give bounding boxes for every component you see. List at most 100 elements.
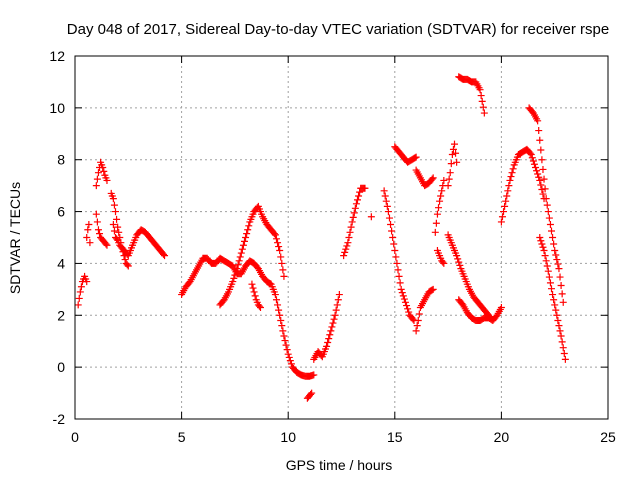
data-point xyxy=(550,240,558,248)
data-point xyxy=(479,103,487,111)
y-tick-label: 4 xyxy=(57,255,65,271)
data-point xyxy=(505,182,513,190)
data-point xyxy=(541,252,549,260)
data-point xyxy=(100,167,108,175)
x-tick-label: 20 xyxy=(494,429,510,445)
data-point xyxy=(542,195,550,203)
data-point xyxy=(550,296,558,304)
data-point xyxy=(399,292,407,300)
series-arc-14 xyxy=(380,187,418,324)
data-point xyxy=(238,245,246,253)
data-point xyxy=(277,253,285,261)
x-tick-label: 15 xyxy=(387,429,403,445)
data-point xyxy=(310,371,318,379)
data-point xyxy=(86,239,94,247)
data-point xyxy=(113,215,121,223)
data-point xyxy=(83,234,91,241)
data-point xyxy=(551,301,559,309)
data-point xyxy=(92,210,100,218)
series-arc-11 xyxy=(310,291,343,363)
data-point xyxy=(414,316,422,324)
chart-title: Day 048 of 2017, Sidereal Day-to-day VTE… xyxy=(67,21,609,38)
data-point xyxy=(324,339,332,347)
data-point xyxy=(124,262,132,270)
data-point xyxy=(548,227,556,235)
series-arc-25 xyxy=(525,104,567,306)
data-point xyxy=(450,140,458,148)
data-point xyxy=(538,240,546,248)
data-point xyxy=(330,315,338,323)
series-arc-21 xyxy=(444,231,495,322)
data-point xyxy=(436,197,444,205)
data-point xyxy=(343,242,351,250)
data-point xyxy=(541,185,549,193)
data-point xyxy=(561,355,569,363)
data-point xyxy=(539,165,547,173)
data-point xyxy=(280,272,288,280)
data-point xyxy=(453,252,461,260)
data-point xyxy=(332,306,340,314)
series-arc-1 xyxy=(74,272,91,309)
data-point xyxy=(440,176,448,184)
data-point xyxy=(397,285,405,293)
data-point xyxy=(272,235,280,243)
data-point xyxy=(539,190,547,198)
data-point xyxy=(350,209,358,217)
data-point xyxy=(279,266,287,274)
data-point xyxy=(449,145,457,153)
data-point xyxy=(250,288,258,296)
data-point xyxy=(307,390,315,398)
data-point xyxy=(448,151,456,159)
data-point xyxy=(110,227,118,235)
y-tick-label: 12 xyxy=(49,48,65,64)
data-point xyxy=(412,153,420,161)
data-point xyxy=(527,151,535,159)
data-point xyxy=(283,346,291,354)
data-point xyxy=(392,253,400,261)
data-point xyxy=(325,335,333,343)
data-point xyxy=(537,237,545,245)
data-point xyxy=(308,389,316,397)
data-point xyxy=(353,196,361,204)
data-point xyxy=(552,251,560,259)
data-point xyxy=(271,291,279,299)
data-point xyxy=(229,278,237,286)
data-point xyxy=(234,261,242,269)
data-point xyxy=(232,268,240,276)
data-point xyxy=(409,315,417,323)
data-point xyxy=(233,265,241,273)
data-point xyxy=(230,274,238,282)
data-point xyxy=(334,296,342,304)
data-point xyxy=(543,201,551,209)
data-point xyxy=(476,86,484,94)
data-point xyxy=(548,285,556,293)
data-point xyxy=(540,246,548,254)
data-point xyxy=(556,327,564,335)
data-point xyxy=(342,245,350,253)
data-point xyxy=(326,331,334,339)
data-point xyxy=(395,272,403,280)
data-point xyxy=(447,160,455,168)
data-point xyxy=(387,221,395,229)
data-point xyxy=(112,208,120,216)
y-tick-label: 8 xyxy=(57,152,65,168)
data-point xyxy=(279,327,287,335)
series-arc-18 xyxy=(431,176,448,236)
data-point xyxy=(429,285,437,293)
data-point xyxy=(534,117,542,125)
data-point xyxy=(439,258,447,266)
data-point xyxy=(398,289,406,297)
data-points xyxy=(74,73,569,402)
data-point xyxy=(114,223,122,231)
data-point xyxy=(94,169,102,177)
data-point xyxy=(557,281,565,289)
data-point xyxy=(93,175,101,183)
data-point xyxy=(536,176,544,184)
data-point xyxy=(389,234,397,241)
data-point xyxy=(356,188,364,196)
data-point xyxy=(412,327,420,335)
data-point xyxy=(498,213,506,221)
data-point xyxy=(553,311,561,319)
data-point xyxy=(115,228,123,236)
